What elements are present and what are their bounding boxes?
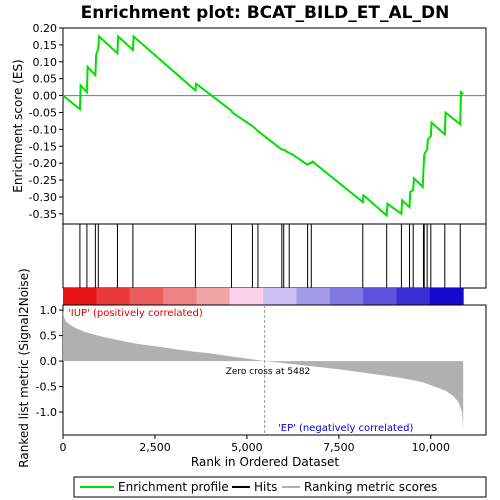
rank-color-segment xyxy=(329,288,364,305)
x-tick-label: 2,500 xyxy=(139,441,171,454)
metric-y-tick-label: -0.5 xyxy=(36,381,57,394)
enrichment-profile-line xyxy=(62,34,464,218)
metric-panel: Zero cross at 5482 'IUP' (positively cor… xyxy=(17,268,487,469)
hit-marks xyxy=(79,224,461,288)
metric-y-tick-label: -1.0 xyxy=(36,406,57,419)
es-y-tick-label: 0.15 xyxy=(33,39,58,52)
rank-color-segment xyxy=(429,288,464,305)
x-tick-label: 7,500 xyxy=(323,441,355,454)
rank-color-segment xyxy=(63,288,97,305)
metric-y-axis-label: Ranked list metric (Signal2Noise) xyxy=(17,268,31,467)
metric-y-tick-label: 0.5 xyxy=(40,330,58,343)
es-y-ticks: 0.20 0.15 0.10 0.05 0.00 -0.05 -0.10 -0.15 -0.20… xyxy=(29,22,63,221)
es-y-axis-label: Enrichment score (ES) xyxy=(11,59,25,192)
es-y-tick-label: -0.10 xyxy=(29,123,57,136)
rank-color-segment xyxy=(396,288,431,305)
zero-cross-label: Zero cross at 5482 xyxy=(226,367,311,377)
metric-y-tick-label: 0.0 xyxy=(40,355,58,368)
x-tick-label: 5,000 xyxy=(231,441,263,454)
rank-color-segment xyxy=(196,288,231,305)
metric-y-ticks: 1.0 0.5 0.0 -0.5 -1.0 xyxy=(36,304,63,419)
rank-color-segment xyxy=(96,288,131,305)
es-y-tick-label: 0.10 xyxy=(33,56,58,69)
es-panel-frame xyxy=(62,27,487,225)
es-y-tick-label: -0.25 xyxy=(29,174,57,187)
es-y-tick-label: 0.20 xyxy=(33,22,58,35)
legend-es-label: Enrichment profile xyxy=(118,480,229,494)
es-panel: 0.20 0.15 0.10 0.05 0.00 -0.05 -0.10 -0.15 -0.20… xyxy=(11,22,487,225)
es-y-tick-label: -0.30 xyxy=(29,191,57,204)
positive-correlation-label: 'IUP' (positively correlated) xyxy=(68,308,203,319)
rank-color-segment xyxy=(229,288,264,305)
rank-color-segment xyxy=(163,288,197,305)
negative-correlation-label: 'EP' (negatively correlated) xyxy=(278,423,413,434)
es-y-tick-label: -0.35 xyxy=(29,208,57,221)
rank-color-segment xyxy=(363,288,397,305)
metric-area xyxy=(63,310,464,430)
rank-color-bar xyxy=(63,288,464,305)
x-tick-label: 0 xyxy=(60,441,67,454)
metric-y-tick-label: 1.0 xyxy=(40,304,58,317)
es-y-tick-label: -0.05 xyxy=(29,106,57,119)
legend: Enrichment profile Hits Ranking metric s… xyxy=(73,476,487,498)
es-y-tick-label: 0.05 xyxy=(33,73,58,86)
es-y-tick-label: 0.00 xyxy=(33,90,58,103)
es-y-tick-label: -0.15 xyxy=(29,140,57,153)
rank-color-segment xyxy=(263,288,297,305)
hits-panel xyxy=(62,223,487,289)
rank-color-segment xyxy=(129,288,164,305)
legend-hits-label: Hits xyxy=(254,480,277,494)
es-y-tick-label: -0.20 xyxy=(29,157,57,170)
legend-metric-label: Ranking metric scores xyxy=(304,480,437,494)
x-tick-label: 10,000 xyxy=(412,441,451,454)
legend-frame xyxy=(73,476,487,498)
hits-panel-frame xyxy=(62,223,487,289)
rank-color-segment xyxy=(296,288,331,305)
x-ticks: 0 2,500 5,000 7,500 10,000 xyxy=(60,435,451,454)
chart-title: Enrichment plot: BCAT_BILD_ET_AL_DN xyxy=(81,3,450,23)
x-axis-label: Rank in Ordered Dataset xyxy=(191,455,339,469)
